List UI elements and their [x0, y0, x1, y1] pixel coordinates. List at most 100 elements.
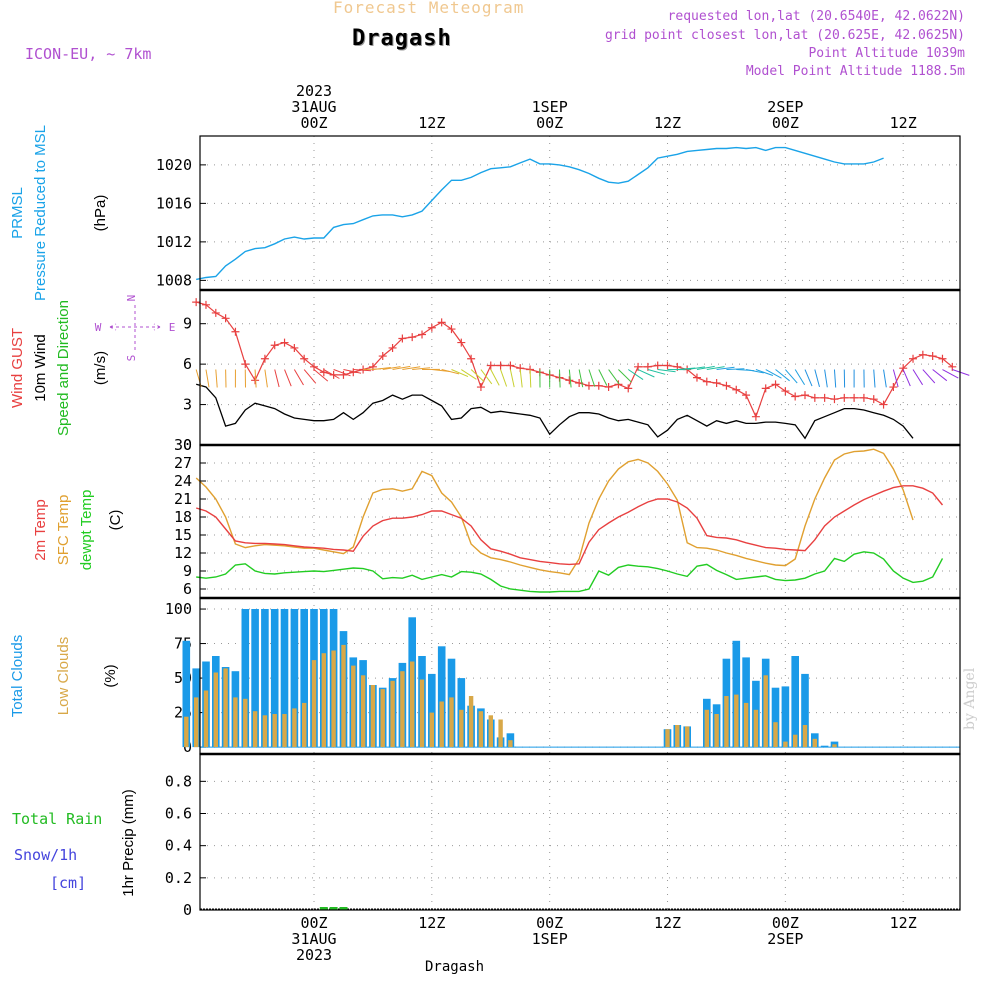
wind-direction-arrow: [588, 369, 596, 387]
gust-marker: [211, 308, 220, 317]
wind-direction-arrow: [293, 369, 304, 386]
gust-marker: [437, 318, 446, 327]
wind-direction-arrow: [529, 369, 532, 388]
low-cloud-bar: [341, 644, 346, 748]
compass-w: W: [95, 321, 102, 334]
time-label-top: 2023: [296, 82, 332, 100]
y-tick-label: 1008: [156, 271, 192, 289]
temp-unit: (C): [107, 510, 124, 531]
wind-direction-arrow: [922, 369, 936, 384]
low-cloud-bar: [665, 729, 670, 748]
total-clouds-label: Total Clouds: [9, 635, 26, 718]
gust-marker: [594, 381, 603, 390]
gust-marker: [378, 352, 387, 361]
gust-marker: [476, 383, 485, 392]
y-tick-label: 0: [183, 436, 192, 454]
requested-coords: requested lon,lat (20.6540E, 42.0622N): [667, 9, 965, 24]
time-label-top: 12Z: [418, 114, 445, 132]
gust-marker: [496, 361, 505, 370]
low-cloud-bar: [331, 650, 336, 748]
gust-marker: [201, 300, 210, 309]
y-tick-label: 12: [174, 544, 192, 562]
y-tick-label: 1016: [156, 194, 192, 212]
low-cloud-bar: [478, 711, 484, 748]
gust-marker: [889, 383, 898, 392]
wind-line: [196, 383, 914, 440]
time-label-top: 1SEP: [532, 98, 568, 116]
wind-direction-arrow: [942, 369, 959, 379]
low-cloud-bar: [675, 725, 680, 748]
wind-unit: (m/s): [92, 351, 109, 385]
gust-marker: [260, 354, 269, 363]
time-label-top: 00Z: [300, 114, 327, 132]
wind-direction-arrow: [745, 369, 764, 374]
wind-direction-arrow: [755, 369, 774, 376]
snow-unit: [cm]: [50, 874, 86, 892]
gust-marker: [879, 400, 888, 409]
gust-marker: [859, 393, 868, 402]
gust-marker: [300, 354, 309, 363]
low-cloud-bar: [783, 741, 788, 748]
rain-bar: [319, 907, 328, 910]
gust-marker: [280, 338, 289, 347]
gust-marker: [457, 338, 466, 347]
time-label-bottom: 2SEP: [767, 930, 803, 948]
wind-direction-arrow: [490, 369, 500, 386]
total-cloud-bar: [801, 673, 809, 748]
wind-direction-arrow: [804, 369, 813, 387]
wind-direction-arrow: [833, 369, 837, 388]
gust-marker: [712, 379, 721, 387]
pressure-label-1: PRMSL: [9, 187, 26, 239]
time-label-top: 31AUG: [291, 98, 336, 116]
gust-marker: [938, 354, 947, 363]
dewpt-label: dewpt Temp: [78, 490, 95, 571]
gust-marker: [810, 393, 819, 402]
y-tick-label: 0.8: [165, 772, 192, 790]
low-cloud-bar: [763, 675, 768, 748]
low-cloud-bar: [439, 701, 444, 748]
total-cloud-bar: [771, 687, 780, 748]
y-tick-label: 1012: [156, 233, 192, 251]
gust-marker: [231, 327, 240, 336]
wind-direction-arrow: [264, 369, 268, 388]
pressure-line: [196, 146, 884, 281]
wind-direction-arrow: [480, 369, 493, 385]
gust-marker: [820, 393, 829, 402]
wind-direction-arrow: [687, 366, 706, 371]
direction-label: Speed and Direction: [55, 300, 72, 436]
low-cloud-bar: [449, 697, 454, 748]
wind-direction-arrow: [902, 369, 911, 387]
low-cloud-bar: [233, 697, 238, 748]
y-tick-label: 100: [165, 600, 192, 618]
gust-marker: [751, 412, 760, 421]
wind-direction-arrow: [323, 369, 340, 379]
wind-direction-arrow: [509, 369, 515, 388]
point-altitude: Point Altitude 1039m: [808, 46, 965, 61]
wind-direction-arrow: [706, 366, 725, 371]
low-cloud-bar: [714, 714, 719, 748]
low-cloud-bar: [243, 698, 248, 748]
y-tick-label: 0: [183, 901, 192, 919]
gust-marker: [408, 333, 417, 342]
low-cloud-bar: [302, 702, 307, 748]
gust-marker: [732, 385, 741, 394]
footer-location: Dragash: [425, 959, 485, 975]
pressure-unit: (hPa): [92, 195, 109, 232]
gust-marker: [192, 298, 201, 307]
compass-arrows: [109, 305, 161, 350]
total-cloud-bar: [506, 733, 515, 748]
wind-direction-arrow: [696, 365, 715, 371]
gust-marker: [310, 362, 318, 371]
gust-marker: [928, 352, 937, 361]
y-tick-label: 1020: [156, 156, 192, 174]
total-cloud-bar: [791, 656, 799, 748]
gust-marker: [948, 362, 957, 371]
wind-direction-arrow: [952, 369, 970, 376]
gust-marker: [781, 387, 790, 396]
model-label: ICON-EU, ~ 7km: [25, 45, 152, 63]
clouds-unit: (%): [102, 664, 119, 687]
low-cloud-bar: [793, 734, 798, 748]
gust-marker: [791, 392, 800, 401]
time-label-top: 2SEP: [767, 98, 803, 116]
y-tick-label: 24: [174, 472, 192, 490]
